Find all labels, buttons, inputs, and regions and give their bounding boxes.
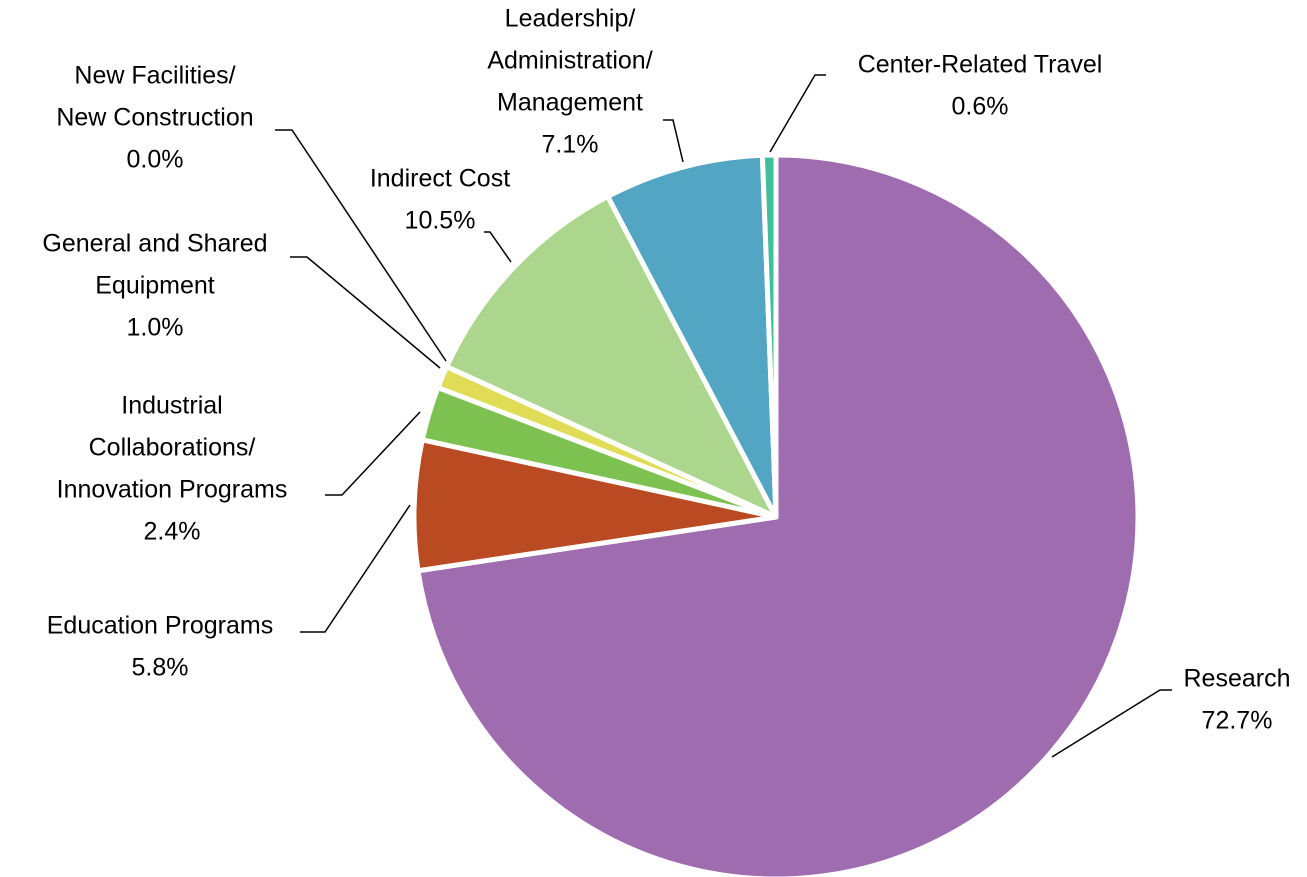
slice-label: Industrial [121,392,222,420]
leader-line [769,74,826,153]
value-label: 2.4% [144,518,201,546]
pie-slice [444,193,779,520]
leader-line [300,504,411,633]
slice-label: Administration/ [487,47,652,75]
value-label: 7.1% [542,131,599,159]
slice-label: Education Programs [47,612,274,640]
value-label: 10.5% [405,207,476,235]
leader-line [290,256,441,369]
slice-label: Equipment [95,272,215,300]
value-label: 0.0% [127,146,184,174]
slice-label: Management [497,89,643,117]
slice-label: Research [1184,665,1291,693]
slice-label: Leadership/ [505,5,636,33]
leader-line [275,129,447,362]
value-label: 5.8% [132,654,189,682]
slice-label: Indirect Cost [370,165,510,193]
pie-slice [605,152,779,520]
slice-label: Collaborations/ [89,434,256,462]
leader-line [663,119,684,163]
slice-label: Innovation Programs [57,476,288,504]
pie-slice [759,152,779,520]
leader-line [1051,689,1172,758]
value-label: 1.0% [127,314,184,342]
leader-line [325,411,421,496]
slice-label: Center-Related Travel [858,51,1103,79]
value-label: 72.7% [1202,707,1273,735]
value-label: 0.6% [952,93,1009,121]
leader-line [484,231,512,263]
slice-label: New Construction [56,104,253,132]
pie-slice [411,437,779,574]
slice-label: General and Shared [42,230,267,258]
slice-label: New Facilities/ [74,62,235,90]
